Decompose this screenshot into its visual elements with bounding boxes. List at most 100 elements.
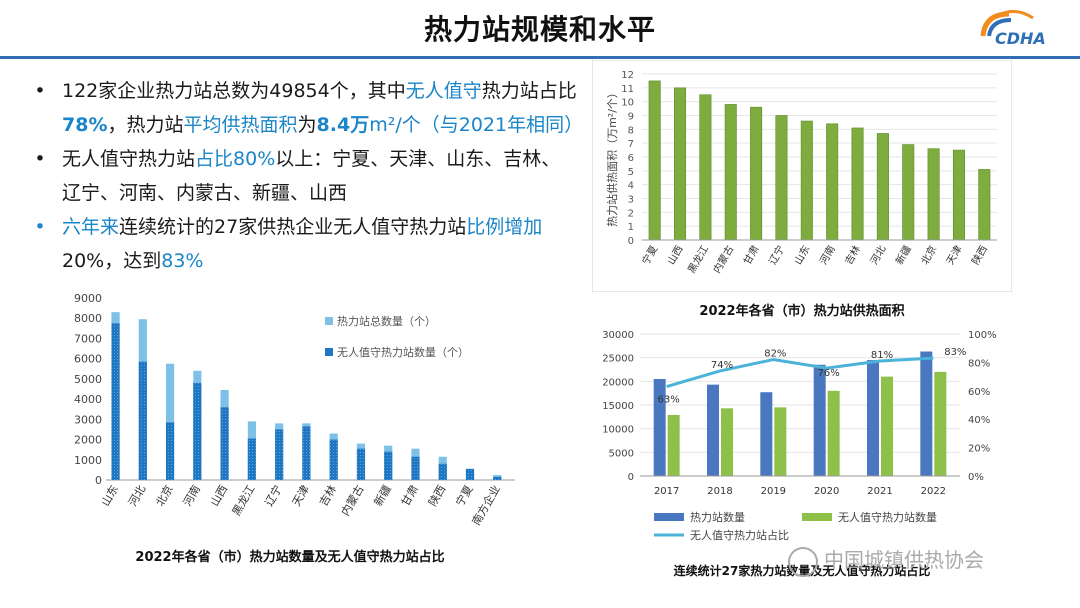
y-tick-label: 8000 bbox=[74, 312, 102, 325]
bar-内蒙古 bbox=[724, 104, 737, 241]
x-tick-label: 2022 bbox=[921, 486, 946, 497]
bullet-list: • 122家企业热力站总数为49854个，其中无人值守热力站占比 78%，热力站平均… bbox=[30, 74, 590, 278]
bullet-text: 122家企业热力站总数为49854个，其中 bbox=[62, 80, 406, 102]
count-chart-title: 2022年各省（市）热力站数量及无人值守热力站占比 bbox=[135, 550, 445, 565]
station-bar-2017 bbox=[653, 378, 666, 476]
y2-tick-label: 80% bbox=[968, 358, 990, 369]
unattended-bar-新疆 bbox=[384, 451, 393, 480]
y-tick-label: 0 bbox=[628, 236, 634, 247]
y-tick-label: 6 bbox=[628, 153, 634, 164]
footer-brand: 中国城镇供热协会 bbox=[788, 544, 984, 577]
y-tick-label: 1 bbox=[628, 222, 634, 233]
y-tick-label: 7 bbox=[628, 139, 634, 150]
bullet-text: 连续统计的27家供热企业无人值守热力站 bbox=[119, 216, 467, 238]
x-tick-label: 辽宁 bbox=[262, 483, 285, 509]
area-chart-title: 2022年各省（市）热力站供热面积 bbox=[699, 304, 905, 319]
legend-label-unattended: 无人值守热力站数量 bbox=[838, 510, 937, 524]
y2-tick-label: 0% bbox=[968, 472, 984, 483]
bullet-text: 无人值守 bbox=[405, 80, 482, 102]
station-bar-2018 bbox=[707, 384, 719, 476]
x-tick-label: 2017 bbox=[654, 486, 679, 497]
x-tick-label: 河南 bbox=[181, 483, 203, 509]
ratio-data-label: 74% bbox=[711, 360, 733, 371]
bar-河北 bbox=[876, 133, 889, 241]
y-tick-label: 5000 bbox=[609, 448, 634, 459]
y-tick-label: 7000 bbox=[74, 332, 102, 345]
unattended-bar-2022 bbox=[934, 371, 947, 476]
unattended-bar-天津 bbox=[302, 426, 311, 480]
footer-text: 中国城镇供热协会 bbox=[824, 548, 984, 572]
bullet-marker: • bbox=[34, 80, 46, 102]
unattended-bar-北京 bbox=[165, 422, 175, 480]
y-tick-label: 5000 bbox=[74, 373, 102, 386]
station-bar-2019 bbox=[760, 392, 773, 476]
bullet-text: 比例增加 bbox=[466, 216, 543, 238]
unattended-bar-河北 bbox=[138, 361, 147, 480]
y-tick-label: 10000 bbox=[602, 425, 634, 436]
unattended-bar-宁夏 bbox=[465, 468, 475, 480]
unattended-bar-陕西 bbox=[438, 463, 447, 480]
unattended-bar-2017 bbox=[667, 414, 680, 476]
ratio-data-label: 76% bbox=[818, 368, 840, 379]
ratio-line bbox=[666, 356, 934, 388]
bullet-2-line-0: • 六年来连续统计的27家供热企业无人值守热力站比例增加 bbox=[30, 210, 590, 244]
legend-label-stations: 热力站数量 bbox=[690, 510, 745, 524]
y-tick-label: 2000 bbox=[74, 434, 102, 447]
legend-label-ratio: 无人值守热力站占比 bbox=[690, 528, 789, 542]
bullet-0-line-0: • 122家企业热力站总数为49854个，其中无人值守热力站占比 bbox=[30, 74, 590, 108]
bullet-0-line-1: 78%，热力站平均供热面积为8.4万m²/个（与2021年相同） bbox=[30, 108, 590, 142]
bar-天津 bbox=[952, 149, 965, 241]
bar-陕西 bbox=[978, 169, 991, 241]
x-tick-label: 山西 bbox=[208, 483, 230, 509]
x-tick-label: 宁夏 bbox=[452, 483, 475, 509]
y-tick-label: 0 bbox=[628, 472, 634, 483]
bullet-marker: • bbox=[34, 148, 46, 170]
y-tick-label: 15000 bbox=[602, 401, 634, 412]
y2-tick-label: 100% bbox=[968, 330, 997, 341]
bar-北京 bbox=[927, 148, 940, 241]
y2-tick-label: 60% bbox=[968, 387, 990, 398]
x-tick-label: 河北 bbox=[126, 483, 148, 509]
legend-swatch-unattended bbox=[802, 513, 832, 521]
wechat-icon bbox=[788, 546, 818, 577]
x-tick-label: 北京 bbox=[153, 483, 176, 509]
station-bar-2022 bbox=[920, 351, 933, 476]
bullet-text: ，热力站 bbox=[107, 114, 184, 136]
ratio-data-label: 82% bbox=[764, 349, 786, 360]
legend-label-unattended: 无人值守热力站数量（个） bbox=[337, 345, 469, 359]
y2-tick-label: 20% bbox=[968, 444, 990, 455]
bullet-text: 以上：宁夏、天津、山东、吉林、 bbox=[275, 148, 561, 170]
x-tick-label: 山东 bbox=[99, 483, 121, 509]
bullet-1-line-1: 辽宁、河南、内蒙古、新疆、山西 bbox=[30, 176, 590, 210]
ratio-data-label: 63% bbox=[658, 395, 680, 406]
unattended-bar-内蒙古 bbox=[356, 448, 366, 480]
bar-吉林 bbox=[851, 127, 864, 241]
x-tick-label: 吉林 bbox=[316, 483, 339, 509]
bar-辽宁 bbox=[775, 115, 788, 241]
bullet-text: m²/个（与2021年相同） bbox=[369, 114, 584, 136]
bullet-text: 占比80% bbox=[195, 148, 276, 170]
page-title: 热力站规模和水平 bbox=[423, 13, 656, 46]
y-tick-label: 10 bbox=[621, 98, 634, 109]
legend-swatch-stations bbox=[654, 513, 684, 521]
bar-宁夏 bbox=[648, 80, 661, 241]
station-bar-2020 bbox=[813, 364, 826, 476]
bullet-text: 六年来 bbox=[62, 216, 120, 238]
station-bar-2021 bbox=[867, 360, 879, 476]
y-tick-label: 3 bbox=[628, 195, 634, 206]
y-axis-label: 热力站供热面积（万m²/个） bbox=[605, 87, 619, 227]
bullet-text: 20%，达到 bbox=[62, 250, 162, 272]
legend-swatch-total bbox=[325, 317, 333, 325]
ratio-data-label: 81% bbox=[871, 350, 893, 361]
y-tick-label: 9000 bbox=[74, 292, 102, 305]
bullet-marker: • bbox=[34, 216, 46, 238]
trend-chart: 0 5000 10000 15000 20000 25000 30000 0% 20% 40% 60… bbox=[602, 330, 997, 542]
bar-黑龙江 bbox=[699, 94, 712, 241]
bar-新疆 bbox=[902, 144, 915, 241]
y-tick-label: 25000 bbox=[602, 354, 634, 365]
y-tick-label: 0 bbox=[95, 474, 102, 487]
count-chart: 0100020003000400050006000700080009000山东河… bbox=[74, 292, 515, 528]
unattended-bar-山东 bbox=[111, 323, 120, 480]
cdha-logo: CDHA bbox=[980, 10, 1046, 48]
y-tick-label: 4 bbox=[628, 181, 634, 192]
